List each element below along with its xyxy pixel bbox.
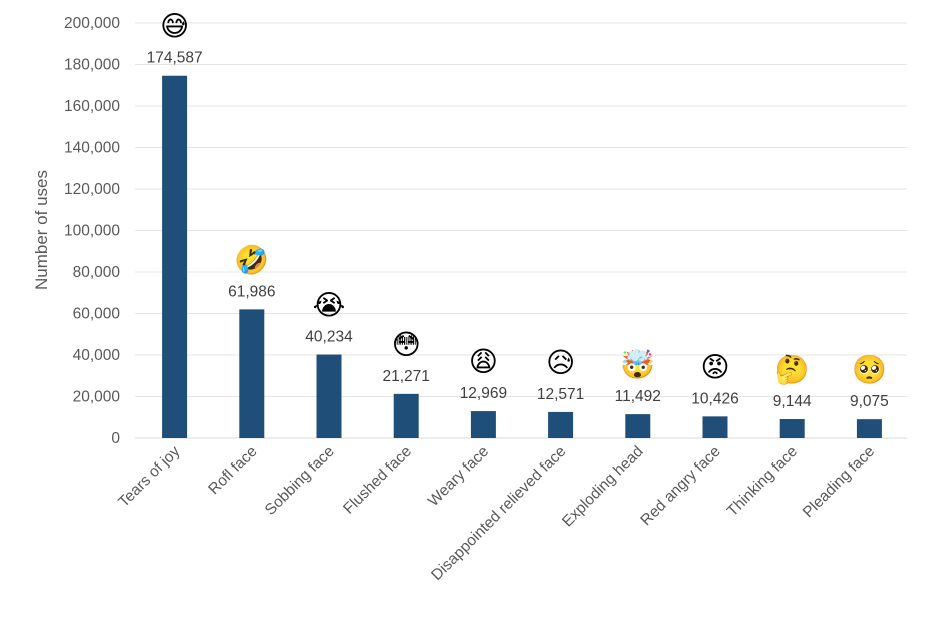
data-label: 12,969 [460,385,507,402]
emoji-icon: 😅 [160,11,189,42]
category-label: Weary face [425,443,492,510]
emoji-icon: 😳 [392,329,421,360]
category-label: Pleading face [800,443,878,521]
y-tick-label: 180,000 [64,57,120,74]
y-tick-label: 140,000 [64,140,120,157]
category-label: Flushed face [340,443,415,518]
bar-tears-of-joy [162,75,188,439]
data-label: 10,426 [691,390,738,407]
emoji-icon: 🤯 [620,348,655,380]
bar-sobbing-face [316,354,342,438]
y-tick-label: 20,000 [73,389,121,406]
emoji-icon: 😭 [313,290,346,321]
data-label: 21,271 [382,368,429,385]
data-label: 12,571 [537,386,584,403]
bar-rofl-face [239,309,265,438]
bar-pleading-face [856,419,882,438]
data-label: 174,587 [147,50,203,67]
y-tick-label: 160,000 [64,98,120,115]
bar-thinking-face [779,419,805,438]
y-axis-label: Number of uses [32,170,51,290]
data-label: 9,075 [850,393,889,410]
data-label: 9,144 [773,393,812,410]
data-label: 40,234 [305,329,353,346]
y-tick-label: 80,000 [73,264,121,281]
category-label: Tears of joy [115,443,183,511]
category-label: Rofl face [205,443,260,498]
emoji-icon: 🥺 [852,354,887,385]
data-label: 61,986 [228,283,275,300]
category-label: Disappointed relieved face [428,443,569,584]
bar-flushed-face [393,393,419,438]
bar-red-angry-face [702,416,728,438]
y-tick-label: 120,000 [64,181,120,198]
emoji-icon: 😡 [700,351,729,382]
bar-disappointed-relieved-face [548,411,574,438]
y-tick-label: 40,000 [73,347,121,364]
category-label: Sobbing face [262,443,338,519]
bar-weary-face [470,411,496,438]
emoji-icon: 😩 [469,346,498,377]
category-label: Thinking face [724,443,801,520]
emoji-icon: 🤔 [775,354,810,386]
category-label: Red angry face [637,443,723,529]
emoji-icon: 😥 [546,347,575,378]
category-label: Exploding head [559,443,647,531]
bar-exploding-head [625,414,651,438]
y-tick-label: 0 [111,430,120,447]
y-tick-label: 200,000 [64,15,120,32]
y-tick-label: 100,000 [64,223,120,240]
y-tick-label: 60,000 [73,306,121,323]
emoji-icon: 🤣 [233,243,269,277]
data-label: 11,492 [615,388,661,405]
